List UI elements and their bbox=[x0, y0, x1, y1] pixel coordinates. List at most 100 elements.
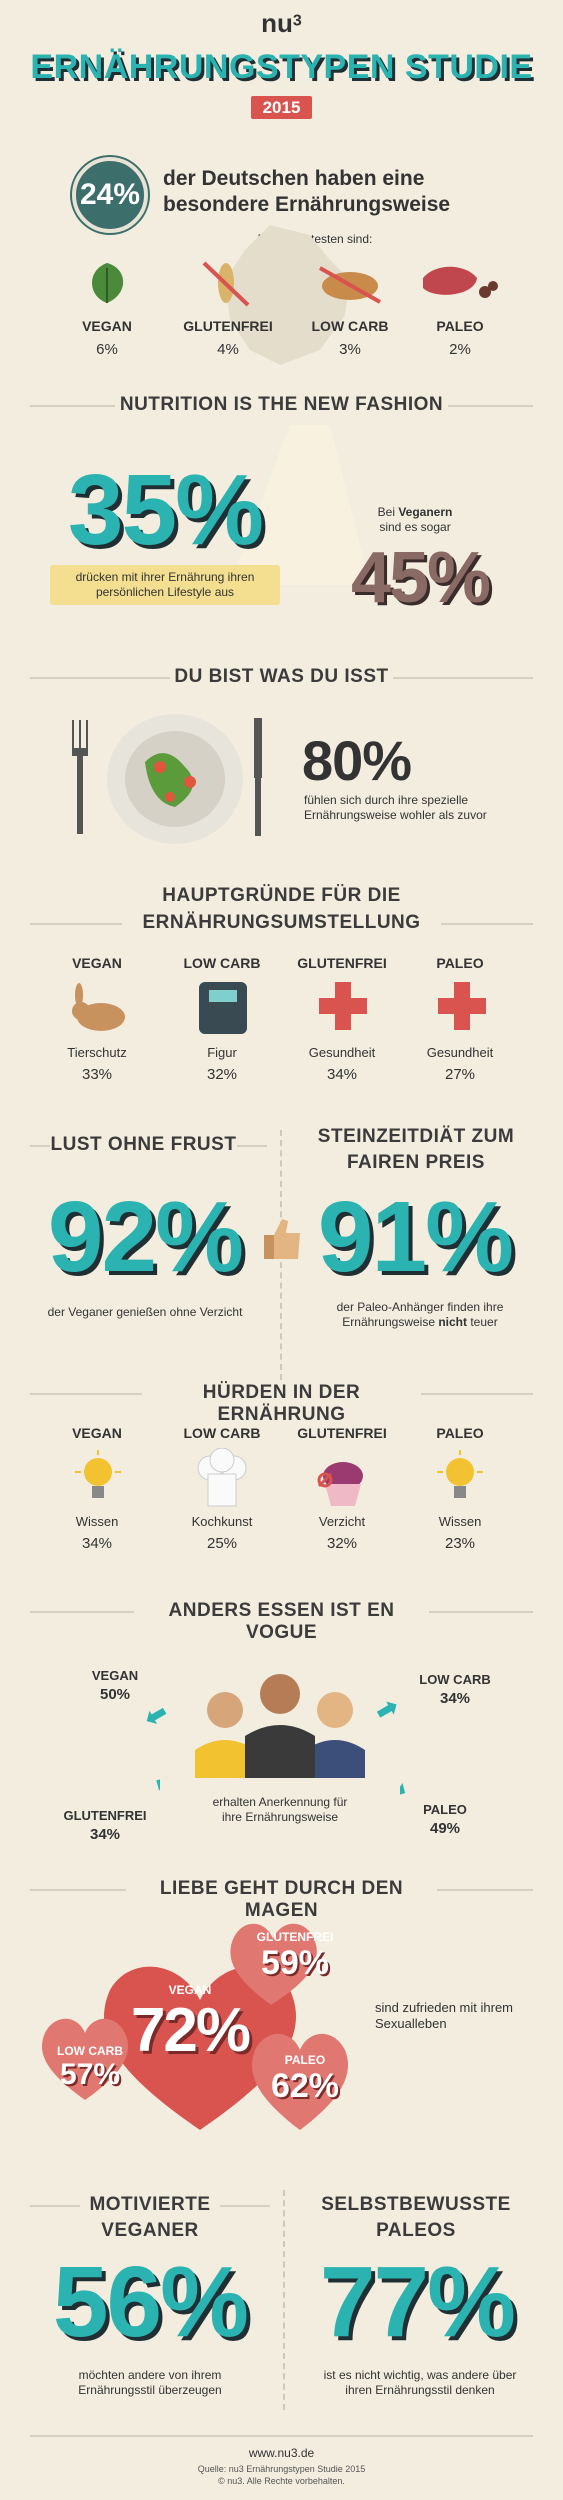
motivated-big-percent: 56% bbox=[52, 2246, 249, 2358]
fashion-text1-line1: drücken mit ihrer Ernährung ihren bbox=[75, 570, 255, 584]
rabbit-icon bbox=[72, 983, 125, 1031]
divider bbox=[30, 1889, 126, 1891]
fashion-text-banner bbox=[50, 565, 280, 605]
hurdles-value: 32% bbox=[326, 1535, 358, 1552]
red-cross-icon bbox=[438, 982, 486, 1030]
fashion-text1-line2: persönlichen Lifestyle aus bbox=[95, 585, 235, 599]
section-title-motivated: MOTIVIERTE VEGANER bbox=[30, 2192, 270, 2244]
spinach-leaf-icon bbox=[92, 263, 124, 303]
fork-icon bbox=[72, 720, 88, 834]
section-title-vogue: ANDERS ESSEN IST EN VOGUE bbox=[168, 1600, 395, 1643]
divider bbox=[30, 405, 115, 407]
divider bbox=[30, 2435, 533, 2437]
no-wheat-icon bbox=[202, 261, 250, 307]
section-title-love: LIEBE GEHT DURCH DEN MAGEN bbox=[159, 1878, 404, 1921]
germany-map-icon bbox=[225, 225, 350, 365]
footer-source: Quelle: nu3 Ernährungstypen Studie 2015 bbox=[197, 2464, 366, 2474]
divider bbox=[30, 677, 170, 679]
fashion-text1: drücken mit ihrer Ernährung ihren persön… bbox=[50, 570, 280, 600]
section-title-eat: DU BIST WAS DU ISST bbox=[174, 666, 389, 687]
stone-text-bold: nicht bbox=[438, 1315, 468, 1329]
reasons-label: VEGAN bbox=[72, 955, 122, 971]
intro-type-value: 3% bbox=[339, 341, 361, 358]
footer-url[interactable]: www.nu3.de bbox=[248, 2446, 315, 2460]
confident-text-line2: ihren Ernährungsstil denken bbox=[345, 2383, 495, 2397]
stone-title-line1: STEINZEITDIÄT ZUM bbox=[317, 1126, 515, 1147]
fashion-text2-bold: Veganern bbox=[398, 505, 453, 519]
stone-text: der Paleo-Anhänger finden ihre Ernährung… bbox=[300, 1300, 540, 1330]
scale-icon bbox=[199, 982, 247, 1034]
intro-type-value: 2% bbox=[449, 341, 471, 358]
love-gluten-value: 59% bbox=[260, 1944, 330, 1982]
reasons-label: PALEO bbox=[436, 955, 484, 971]
section-title-hurdles: HÜRDEN IN DER ERNÄHRUNG bbox=[202, 1382, 361, 1425]
lightbulb-icon bbox=[437, 1450, 483, 1498]
no-bread-icon bbox=[319, 266, 381, 304]
motivated-title-line2: VEGANER bbox=[101, 2220, 199, 2241]
vogue-text-line2: ihre Ernährungsweise bbox=[221, 1810, 339, 1824]
vogue-lowcarb-value: 34% bbox=[439, 1690, 471, 1707]
section-title-fashion: NUTRITION IS THE NEW FASHION bbox=[119, 394, 444, 415]
brand-logo: nu3 bbox=[0, 8, 563, 39]
cupcake-icon bbox=[317, 1462, 363, 1506]
love-paleo-label: PALEO bbox=[284, 2053, 326, 2067]
divider bbox=[437, 1889, 533, 1891]
confident-title-line2: PALEOS bbox=[376, 2220, 456, 2241]
love-vegan-label: VEGAN bbox=[168, 1983, 212, 1997]
hurdles-reason: Verzicht bbox=[318, 1514, 366, 1529]
section-title-stone: STEINZEITDIÄT ZUM FAIREN PREIS bbox=[296, 1124, 536, 1176]
section-title-reasons: HAUPTGRÜNDE FÜR DIE ERNÄHRUNGSUMSTELLUNG bbox=[0, 882, 563, 936]
hurdles-reason: Kochkunst bbox=[191, 1514, 253, 1529]
hurdles-value: 25% bbox=[206, 1535, 238, 1552]
confident-text: ist es nicht wichtig, was andere über ih… bbox=[295, 2368, 545, 2398]
reasons-reason: Gesundheit bbox=[426, 1045, 494, 1060]
eat-text: fühlen sich durch ihre spezielle Ernähru… bbox=[304, 793, 544, 823]
vogue-vegan-value: 50% bbox=[99, 1686, 131, 1703]
love-lowcarb-label: LOW CARB bbox=[57, 2044, 123, 2058]
fashion-vegan-percent: 45% bbox=[350, 538, 491, 618]
motivated-title-line1: MOTIVIERTE bbox=[89, 2194, 211, 2215]
stone-big-percent: 91% bbox=[317, 1181, 514, 1293]
section-title-lust: LUST OHNE FRUST bbox=[50, 1134, 237, 1155]
brand-sup: 3 bbox=[292, 12, 302, 30]
reasons-value: 33% bbox=[81, 1066, 113, 1083]
reasons-label: GLUTENFREI bbox=[297, 955, 387, 971]
intro-percent-circle: 24% bbox=[72, 157, 148, 233]
vogue-text-backdrop bbox=[160, 1778, 400, 1828]
eat-big-percent: 80% bbox=[302, 729, 412, 792]
motivated-text-line1: möchten andere von ihrem bbox=[78, 2368, 222, 2382]
vogue-paleo-label: PALEO bbox=[423, 1802, 467, 1817]
confident-text-line1: ist es nicht wichtig, was andere über bbox=[323, 2368, 517, 2382]
intro-type-label: PALEO bbox=[436, 318, 484, 334]
divider bbox=[421, 1393, 533, 1395]
vogue-text-line1: erhalten Anerkennung für bbox=[212, 1795, 348, 1809]
divider bbox=[30, 923, 122, 925]
reasons-title-line1: HAUPTGRÜNDE FÜR DIE bbox=[162, 885, 401, 906]
vogue-vegan-label: VEGAN bbox=[91, 1668, 139, 1683]
reasons-reason: Tierschutz bbox=[67, 1045, 127, 1060]
stone-text-pre: Ernährungsweise bbox=[342, 1315, 439, 1329]
divider bbox=[30, 1145, 50, 1147]
intro-text-line2: besondere Ernährungsweise bbox=[163, 193, 451, 216]
divider bbox=[393, 677, 533, 679]
hurdles-label: GLUTENFREI bbox=[297, 1425, 387, 1441]
hearts-icon bbox=[41, 1923, 348, 2130]
love-gluten-label: GLUTENFREI bbox=[256, 1930, 334, 1944]
fashion-text2: Bei Veganern sind es sogar bbox=[340, 505, 490, 535]
intro-percent: 24% bbox=[79, 178, 141, 211]
divider bbox=[30, 1611, 134, 1613]
section-title-confident: SELBSTBEWUSSTE PALEOS bbox=[296, 2192, 536, 2244]
divider bbox=[429, 1611, 533, 1613]
fashion-big-percent: 35% bbox=[67, 454, 264, 566]
love-paleo-value: 62% bbox=[270, 2067, 340, 2105]
intro-type-label: GLUTENFREI bbox=[183, 318, 273, 334]
stone-title-line2: FAIREN PREIS bbox=[347, 1152, 485, 1173]
vogue-gluten-value: 34% bbox=[89, 1826, 121, 1843]
intro-type-value: 6% bbox=[96, 341, 118, 358]
thumbs-up-icon bbox=[264, 1219, 300, 1259]
reasons-value: 27% bbox=[444, 1066, 476, 1083]
reasons-value: 32% bbox=[206, 1066, 238, 1083]
hurdles-value: 23% bbox=[444, 1535, 476, 1552]
divider bbox=[30, 1393, 142, 1395]
knife-icon bbox=[254, 718, 262, 836]
